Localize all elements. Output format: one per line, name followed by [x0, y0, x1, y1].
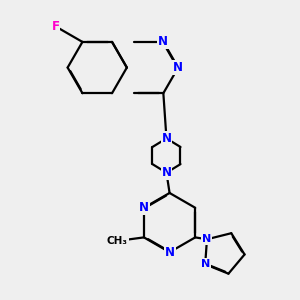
- Text: N: N: [202, 234, 212, 244]
- Text: N: N: [173, 61, 183, 74]
- Text: N: N: [139, 201, 149, 214]
- Text: N: N: [161, 132, 172, 145]
- Text: N: N: [201, 259, 210, 269]
- Text: N: N: [165, 246, 175, 259]
- Text: CH₃: CH₃: [107, 236, 128, 245]
- Text: N: N: [158, 35, 168, 48]
- Text: N: N: [161, 166, 172, 179]
- Text: F: F: [51, 20, 59, 33]
